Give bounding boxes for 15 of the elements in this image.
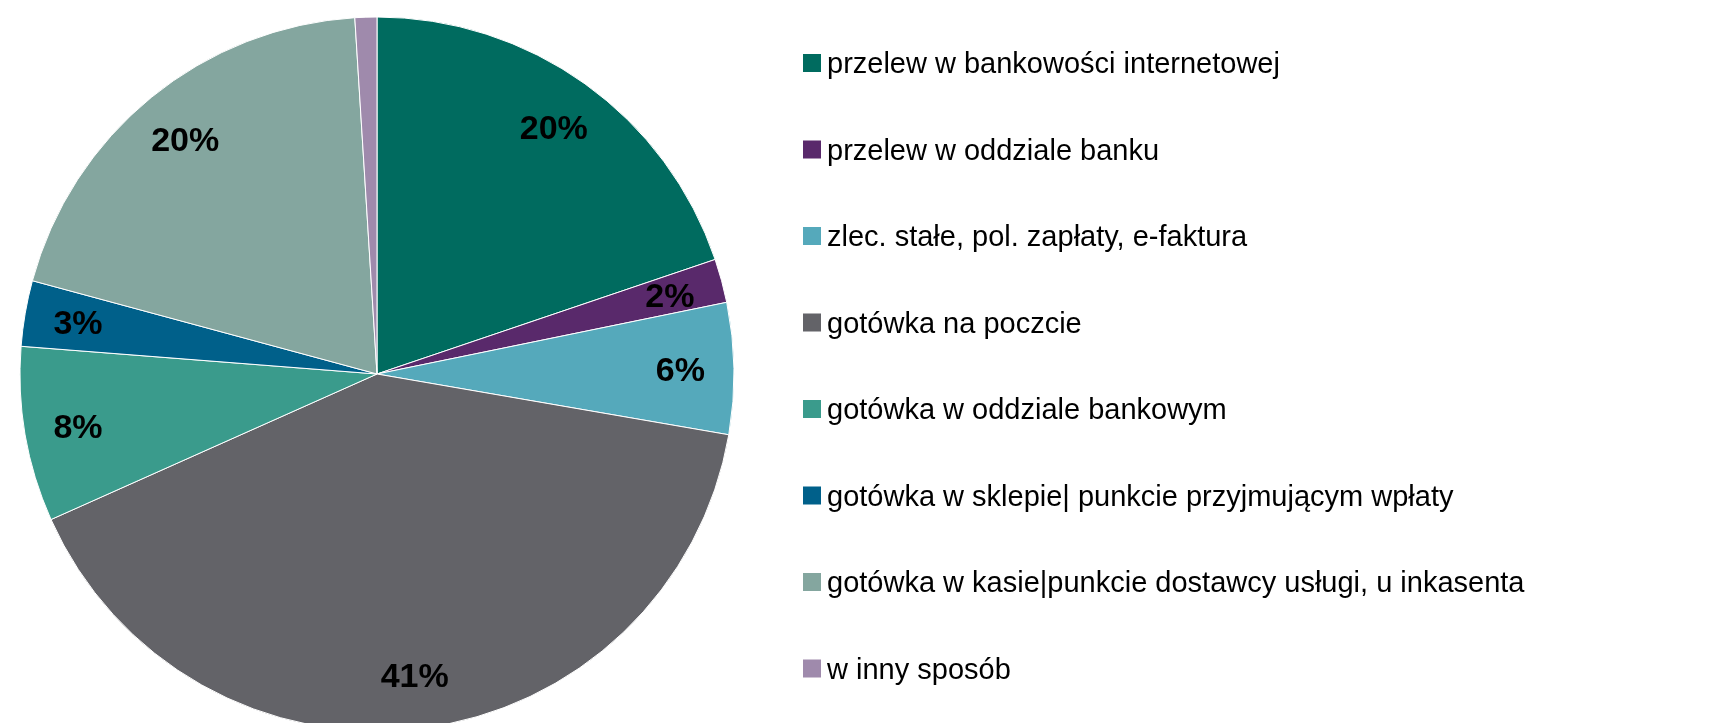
data-label: 6% xyxy=(655,350,705,389)
legend-label: przelew w bankowości internetowej xyxy=(827,47,1280,79)
legend-label: gotówka w kasie|punkcie dostawcy usługi, u inkasenta xyxy=(827,566,1526,598)
data-label: 20% xyxy=(519,108,588,147)
legend-label: przelew w oddziale banku xyxy=(827,133,1160,166)
legend-label: zlec. stałe, pol. zapłaty, e-faktura xyxy=(827,220,1249,252)
legend-label: w inny sposób xyxy=(826,652,1011,685)
data-label: 8% xyxy=(53,406,103,445)
legend-label: gotówka na poczcie xyxy=(827,306,1082,339)
data-label: 3% xyxy=(53,303,103,342)
data-label: 20% xyxy=(151,119,220,158)
data-label: 2% xyxy=(645,275,695,314)
data-label: 41% xyxy=(380,656,449,695)
legend-label: gotówka w oddziale bankowym xyxy=(827,393,1227,425)
legend-label: gotówka w sklepie| punkcie przyjmującym wpłaty xyxy=(827,479,1454,512)
